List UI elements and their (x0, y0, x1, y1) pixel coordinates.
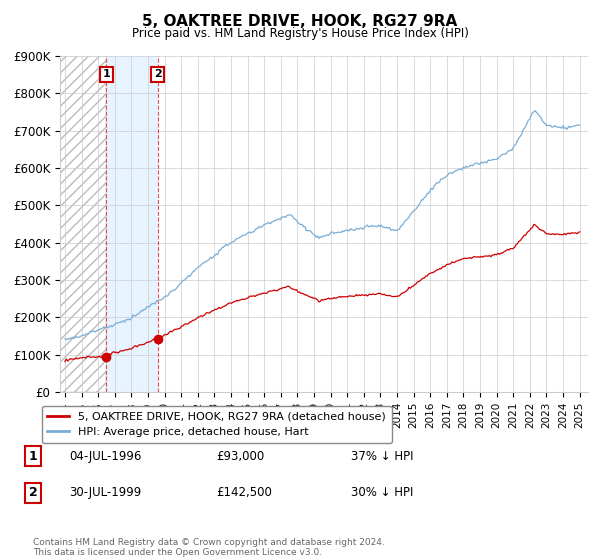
Text: £93,000: £93,000 (216, 450, 264, 463)
Bar (60, 56, 106, 392)
Text: 2: 2 (154, 69, 161, 80)
Text: 37% ↓ HPI: 37% ↓ HPI (351, 450, 413, 463)
Text: 1: 1 (29, 450, 37, 463)
Text: 30-JUL-1999: 30-JUL-1999 (69, 486, 141, 500)
Text: 2: 2 (29, 486, 37, 500)
Text: 5, OAKTREE DRIVE, HOOK, RG27 9RA: 5, OAKTREE DRIVE, HOOK, RG27 9RA (142, 14, 458, 29)
Text: 30% ↓ HPI: 30% ↓ HPI (351, 486, 413, 500)
Text: £142,500: £142,500 (216, 486, 272, 500)
Legend: 5, OAKTREE DRIVE, HOOK, RG27 9RA (detached house), HPI: Average price, detached : 5, OAKTREE DRIVE, HOOK, RG27 9RA (detach… (41, 406, 392, 443)
Text: 1: 1 (103, 69, 110, 80)
Bar (106, 56, 158, 392)
Text: 04-JUL-1996: 04-JUL-1996 (69, 450, 142, 463)
Text: Price paid vs. HM Land Registry's House Price Index (HPI): Price paid vs. HM Land Registry's House … (131, 27, 469, 40)
Text: Contains HM Land Registry data © Crown copyright and database right 2024.
This d: Contains HM Land Registry data © Crown c… (33, 538, 385, 557)
